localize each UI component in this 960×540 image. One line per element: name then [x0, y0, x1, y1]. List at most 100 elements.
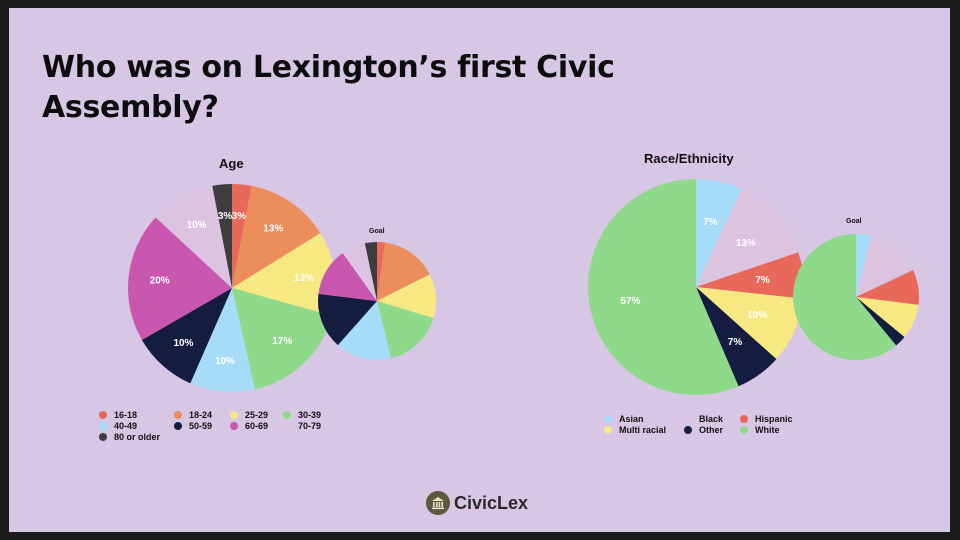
- race-slice-label: 13%: [736, 238, 756, 249]
- legend-swatch: [230, 410, 238, 419]
- legend-swatch: [740, 414, 748, 423]
- legend-label: 16-18: [114, 410, 138, 420]
- logo-text: CivicLex: [454, 492, 529, 513]
- age-slice-label: 13%: [294, 273, 314, 284]
- legend-label: 80 or older: [114, 432, 161, 442]
- age-legend-item: 80 or older: [99, 432, 160, 442]
- race-legend-item: Multi racial: [604, 425, 666, 435]
- legend-label: 30-39: [298, 410, 322, 420]
- age-goal-pie: [318, 242, 437, 360]
- age-slice-label: 3%: [232, 211, 247, 222]
- age-slice-label: 3%: [218, 211, 233, 222]
- age-legend-item: 70-79: [283, 421, 321, 431]
- legend-swatch: [684, 425, 692, 434]
- race-slice-label: 7%: [703, 217, 718, 228]
- race-slice: [588, 179, 739, 395]
- age-slice: [141, 288, 232, 384]
- race-slice-label: 7%: [755, 275, 770, 286]
- legend-swatch: [283, 410, 291, 419]
- age-slice: [212, 184, 232, 288]
- age-goal-slice: [377, 242, 386, 301]
- age-goal-slice: [377, 301, 434, 359]
- age-slice: [232, 185, 321, 288]
- age-slice-label: 10%: [173, 338, 193, 349]
- age-legend-item: 16-18: [99, 410, 137, 420]
- age-slice: [155, 185, 232, 288]
- age-goal-slice: [364, 242, 377, 301]
- race-goal-pie: [793, 234, 919, 360]
- legend-label: 60-69: [245, 421, 269, 431]
- legend-label: 18-24: [189, 410, 213, 420]
- race-goal-slice: [856, 235, 914, 297]
- age-slice-label: 20%: [150, 275, 170, 286]
- legend-swatch: [174, 410, 182, 419]
- age-goal-label: Goal: [369, 228, 385, 235]
- race-legend-item: Black: [684, 414, 723, 424]
- age-goal-slice: [337, 301, 392, 360]
- age-slice: [232, 233, 337, 316]
- age-slice: [232, 288, 333, 390]
- age-goal-slice: [377, 242, 430, 301]
- legend-swatch: [604, 425, 612, 434]
- legend-label: Multi racial: [619, 425, 667, 435]
- age-slice: [127, 217, 232, 340]
- age-legend-item: 30-39: [283, 410, 321, 420]
- race-legend-item: White: [740, 425, 780, 435]
- race-goal-slice: [856, 270, 919, 305]
- race-goal-label: Goal: [846, 218, 862, 225]
- race-slice: [696, 189, 799, 287]
- age-legend-item: 18-24: [174, 410, 212, 420]
- legend-label: White: [755, 425, 780, 435]
- legend-swatch: [99, 432, 107, 441]
- age-pie: 3% 13% 13% 17% 10% 10% 20% 10% 3%: [127, 184, 337, 392]
- legend-swatch: [174, 421, 182, 430]
- legend-swatch: [684, 414, 692, 423]
- age-goal-slice: [342, 243, 377, 301]
- race-slice-label: 7%: [728, 337, 743, 348]
- legend-label: Asian: [619, 414, 644, 424]
- race-slice: [696, 252, 804, 299]
- race-slice-label: 10%: [747, 310, 767, 321]
- race-goal-slice: [856, 297, 905, 346]
- race-slice-label: 57%: [620, 296, 640, 307]
- legend-swatch: [604, 414, 612, 423]
- legend-label: Black: [699, 414, 724, 424]
- legend-swatch: [99, 410, 107, 419]
- age-legend-item: 40-49: [99, 421, 137, 431]
- age-goal-slice: [318, 253, 377, 301]
- legend-label: 50-59: [189, 421, 213, 431]
- age-chart-title: Age: [219, 156, 244, 171]
- age-legend-item: 50-59: [174, 421, 212, 431]
- race-legend-item: Hispanic: [740, 414, 793, 424]
- race-slice: [696, 287, 777, 387]
- age-slice-label: 17%: [272, 336, 292, 347]
- age-slice-label: 10%: [187, 220, 207, 231]
- legend-swatch: [230, 421, 238, 430]
- age-slice: [232, 184, 252, 288]
- legend-swatch: [283, 421, 291, 430]
- legend-label: 40-49: [114, 421, 138, 431]
- race-legend-item: Asian: [604, 414, 644, 424]
- age-goal-slice: [377, 274, 437, 319]
- age-slice-label: 10%: [215, 356, 235, 367]
- age-slice-label: 13%: [263, 224, 283, 235]
- race-chart-title: Race/Ethnicity: [644, 151, 734, 166]
- civiclex-logo: CivicLex: [426, 490, 528, 516]
- slide-title: Who was on Lexington’s first Civic Assem…: [42, 50, 615, 125]
- legend-label: Other: [699, 425, 724, 435]
- race-slice: [696, 287, 804, 360]
- legend-label: 70-79: [298, 421, 322, 431]
- age-slice: [190, 288, 255, 392]
- legend-label: Hispanic: [755, 414, 793, 424]
- race-goal-slice: [793, 234, 897, 360]
- race-goal-slice: [856, 297, 919, 338]
- age-goal-slice: [318, 293, 377, 346]
- age-legend-item: 25-29: [230, 410, 268, 420]
- legend-swatch: [99, 421, 107, 430]
- legend-swatch: [740, 425, 748, 434]
- race-goal-slice: [856, 234, 872, 297]
- age-legend-item: 60-69: [230, 421, 268, 431]
- race-legend-item: Other: [684, 425, 723, 435]
- race-slice: [696, 179, 742, 287]
